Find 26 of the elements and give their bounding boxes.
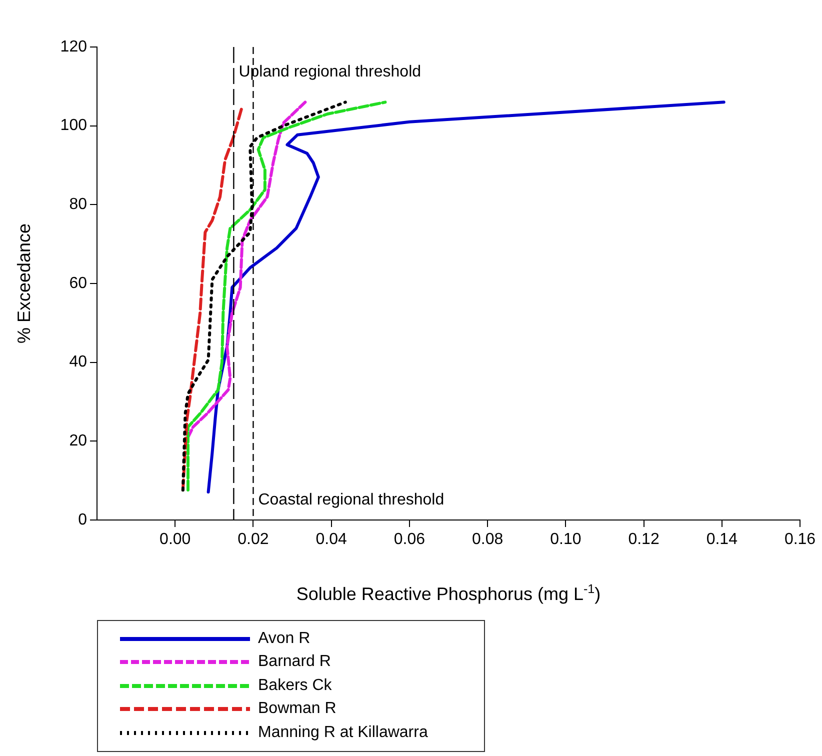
- legend-label: Bakers Ck: [258, 676, 332, 695]
- x-tick-label: 0.06: [394, 531, 426, 548]
- ref-line-label: Upland regional threshold: [238, 63, 422, 80]
- y-tick-label: 80: [69, 196, 88, 214]
- line-series: [186, 100, 307, 439]
- x-tick-label: 0.14: [706, 531, 738, 548]
- legend-label: Avon R: [258, 630, 310, 648]
- y-tick-label: 100: [60, 117, 88, 134]
- x-tick-label: 0.04: [316, 531, 348, 548]
- y-tick-label: 20: [69, 432, 88, 450]
- legend-label: Bowman R: [258, 700, 336, 718]
- x-tick-label: 0.10: [550, 531, 582, 548]
- x-tick-label: 0.00: [160, 531, 191, 548]
- x-tick-label: 0.08: [472, 531, 504, 548]
- y-tick-label: 60: [69, 274, 88, 292]
- legend-label: Barnard R: [258, 653, 331, 672]
- legend-label: Manning R at Killawarra: [258, 724, 428, 742]
- y-tick-label: 0: [78, 511, 88, 528]
- x-tick-label: 0.02: [238, 531, 269, 548]
- y-tick-label: 120: [60, 38, 88, 56]
- x-tick-label: 0.12: [628, 531, 660, 548]
- x-tick-label: 0.16: [784, 531, 816, 548]
- line-series: [186, 100, 387, 492]
- y-axis-title: % Exceedance: [14, 223, 34, 344]
- y-tick-label: 40: [69, 354, 88, 371]
- ref-line-label: Coastal regional threshold: [258, 491, 444, 508]
